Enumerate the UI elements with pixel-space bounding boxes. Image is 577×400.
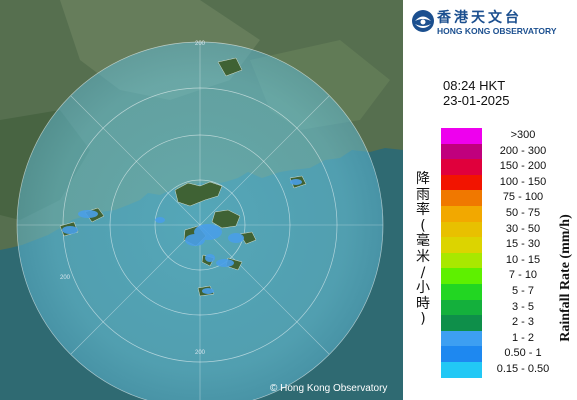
spoke bbox=[70, 95, 330, 355]
legend-label: 5 - 7 bbox=[511, 285, 534, 297]
copyright-notice: © Hong Kong Observatory bbox=[270, 383, 388, 394]
legend-item: 7 - 10 bbox=[441, 268, 571, 285]
legend-item: 1 - 2 bbox=[441, 330, 571, 347]
legend-item: 0.15 - 0.50 bbox=[441, 362, 571, 379]
legend-label: 15 - 30 bbox=[505, 238, 541, 251]
rain-echo bbox=[202, 288, 214, 294]
legend-item: >300 bbox=[441, 128, 571, 145]
legend-swatch bbox=[441, 237, 482, 254]
rain-echo bbox=[228, 233, 244, 243]
legend-label: 0.15 - 0.50 bbox=[496, 363, 550, 375]
legend-swatch bbox=[441, 128, 482, 145]
legend-swatch bbox=[441, 362, 482, 379]
legend-swatch bbox=[441, 268, 482, 285]
legend-swatch bbox=[441, 252, 482, 269]
radial-spokes bbox=[17, 42, 383, 400]
legend-label: 150 - 200 bbox=[499, 160, 547, 173]
logo-chinese-text: 香港天文台 bbox=[437, 10, 522, 26]
legend-swatch bbox=[441, 143, 482, 160]
legend-title-english: Rainfall Rate (mm/h) bbox=[558, 214, 573, 342]
rain-echo bbox=[216, 259, 234, 267]
island-lantau bbox=[174, 181, 223, 207]
legend-title-chinese: 降雨率(毫米 / 小時) bbox=[416, 171, 430, 328]
rain-echo bbox=[290, 179, 302, 185]
legend-swatch bbox=[441, 190, 482, 207]
logo-english-text: HONG KONG OBSERVATORY bbox=[437, 26, 557, 36]
legend-label: 3 - 5 bbox=[511, 300, 534, 313]
side-panel: 香港天文台 HONG KONG OBSERVATORY 08:24 HKT 23… bbox=[403, 0, 577, 400]
range-ring-label: 200 bbox=[195, 350, 206, 356]
hko-logo: 香港天文台 HONG KONG OBSERVATORY bbox=[411, 6, 571, 42]
hko-logo-icon bbox=[412, 10, 434, 32]
island bbox=[211, 209, 241, 229]
timestamp-date: 23-01-2025 bbox=[443, 93, 510, 108]
timestamp: 08:24 HKT 23-01-2025 bbox=[443, 78, 510, 108]
radar-map-svg bbox=[0, 0, 403, 400]
rain-echo bbox=[78, 210, 98, 218]
spoke bbox=[70, 95, 330, 355]
legend-swatch bbox=[441, 346, 482, 363]
island bbox=[239, 231, 257, 245]
legend-item: 30 - 50 bbox=[441, 221, 571, 238]
legend-label: 30 - 50 bbox=[505, 222, 541, 235]
legend-item: 5 - 7 bbox=[441, 284, 571, 301]
legend-label: 1 - 2 bbox=[511, 331, 534, 344]
range-ring bbox=[154, 179, 246, 271]
legend-item: 75 - 100 bbox=[441, 190, 571, 207]
rain-echoes bbox=[62, 179, 302, 294]
range-ring bbox=[109, 134, 291, 316]
legend-swatch bbox=[441, 330, 482, 347]
legend-swatch bbox=[441, 315, 482, 332]
legend-label: 100 - 150 bbox=[499, 175, 547, 188]
legend-item: 50 - 75 bbox=[441, 206, 571, 223]
legend-item: 150 - 200 bbox=[441, 159, 571, 176]
legend-label: 7 - 10 bbox=[508, 269, 538, 282]
radar-coverage-disc bbox=[17, 42, 383, 400]
timestamp-time: 08:24 HKT bbox=[443, 78, 506, 93]
legend-label: 10 - 15 bbox=[505, 253, 541, 266]
legend-swatch bbox=[441, 299, 482, 316]
legend-swatch bbox=[441, 221, 482, 238]
range-ring-label: 200 bbox=[60, 275, 71, 281]
legend-label: 0.50 - 1 bbox=[504, 347, 542, 360]
rain-echo bbox=[205, 254, 215, 262]
legend-label: 50 - 75 bbox=[505, 207, 541, 219]
legend-swatch bbox=[441, 284, 482, 301]
legend-label: 200 - 300 bbox=[499, 144, 547, 157]
legend-item: 15 - 30 bbox=[441, 237, 571, 254]
range-ring bbox=[16, 41, 384, 400]
rain-echo bbox=[185, 234, 205, 246]
island bbox=[217, 57, 243, 77]
legend-swatch bbox=[441, 174, 482, 191]
legend-label: 75 - 100 bbox=[502, 191, 544, 204]
legend-item: 2 - 3 bbox=[441, 315, 571, 332]
legend-item: 0.50 - 1 bbox=[441, 346, 571, 363]
legend-item: 3 - 5 bbox=[441, 299, 571, 316]
legend-label: 2 - 3 bbox=[511, 316, 534, 329]
legend-item: 200 - 300 bbox=[441, 143, 571, 160]
legend-item: 100 - 150 bbox=[441, 174, 571, 191]
rain-echo bbox=[155, 217, 165, 223]
legend-swatch bbox=[441, 206, 482, 223]
rain-echo bbox=[62, 226, 78, 234]
legend-swatch bbox=[441, 159, 482, 176]
radar-map: 200 200 200 © Hong Kong Observatory bbox=[0, 0, 403, 400]
legend-item: 10 - 15 bbox=[441, 252, 571, 269]
legend-label: >300 bbox=[510, 129, 536, 141]
range-ring-label: 200 bbox=[195, 41, 206, 47]
